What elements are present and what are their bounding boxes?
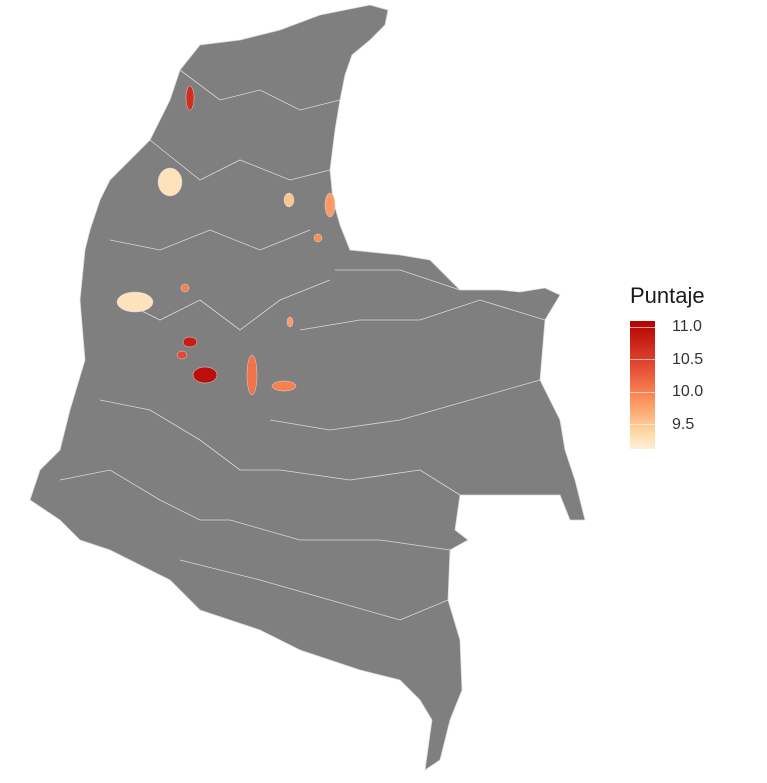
municipality-region [176,350,188,360]
municipality-region [182,336,198,348]
municipality-region [271,380,297,392]
legend-tick: 9.5 [672,416,695,433]
legend-tick: 10.5 [672,351,704,368]
municipality-region [116,291,154,313]
municipality-region [180,283,190,293]
municipality-region [192,366,218,384]
municipality-region [283,192,295,208]
municipality-region [157,167,183,197]
legend-tick: 10.0 [672,383,704,400]
department-borders [59,69,546,621]
municipality-region [185,85,195,111]
municipality-region [246,354,258,396]
legend: Puntaje 11.0 10.5 10.0 9.5 [630,283,705,449]
municipality-region [313,233,323,243]
legend-title: Puntaje [630,283,705,308]
municipality-region [324,192,336,218]
legend-tick: 11.0 [672,318,702,335]
municipality-region [286,316,294,328]
country-outline [29,4,586,771]
legend-colorbar [630,321,655,449]
